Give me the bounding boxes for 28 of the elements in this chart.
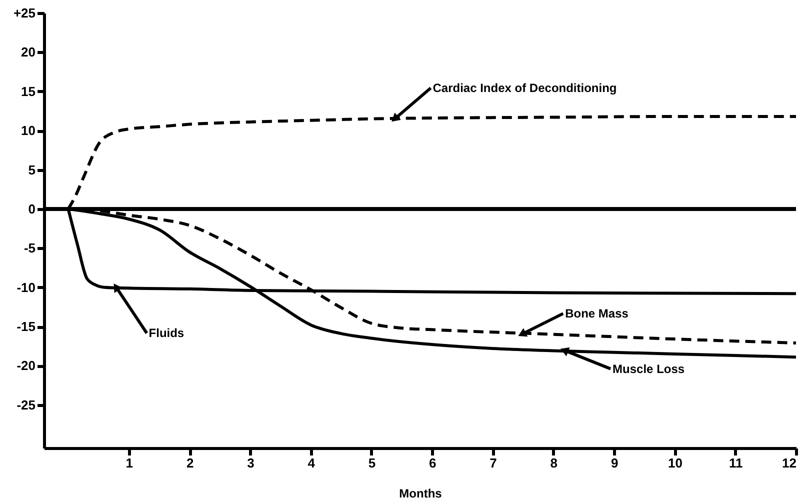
x-tick-label: 10	[668, 456, 682, 470]
x-tick-label: 1	[126, 456, 134, 470]
x-axis-title: Months	[399, 486, 442, 500]
x-tick-label: 2	[186, 456, 194, 470]
annotation: Muscle Loss	[612, 362, 685, 376]
annotation: Cardiac Index of Deconditioning	[432, 81, 617, 96]
y-tick-label: 15	[21, 84, 36, 99]
x-tick-label: 6	[429, 456, 436, 470]
x-tick-label: 7	[490, 456, 497, 470]
y-tick-label: 5	[28, 162, 36, 178]
annotation: Fluids	[148, 326, 184, 340]
x-tick-label: 5	[368, 456, 376, 470]
x-tick-label: 4	[308, 456, 316, 470]
y-tick-label: -15	[16, 319, 36, 334]
x-tick-label: 9	[610, 456, 618, 470]
x-tick-label: 8	[550, 456, 558, 470]
y-tick-label: -10	[16, 280, 36, 295]
x-tick-label: 3	[247, 456, 254, 470]
y-tick-label: +25	[13, 6, 36, 20]
annotation: Bone Mass	[565, 306, 629, 321]
y-tick-label: 0	[28, 201, 36, 216]
y-tick-label: 20	[21, 44, 36, 60]
y-tick-label: -20	[16, 358, 36, 374]
y-tick-label: -25	[16, 397, 36, 412]
x-tick-label: 11	[728, 456, 743, 470]
x-tick-label: 12	[782, 456, 796, 470]
y-tick-label: -5	[24, 240, 36, 256]
y-tick-label: 10	[21, 123, 36, 138]
